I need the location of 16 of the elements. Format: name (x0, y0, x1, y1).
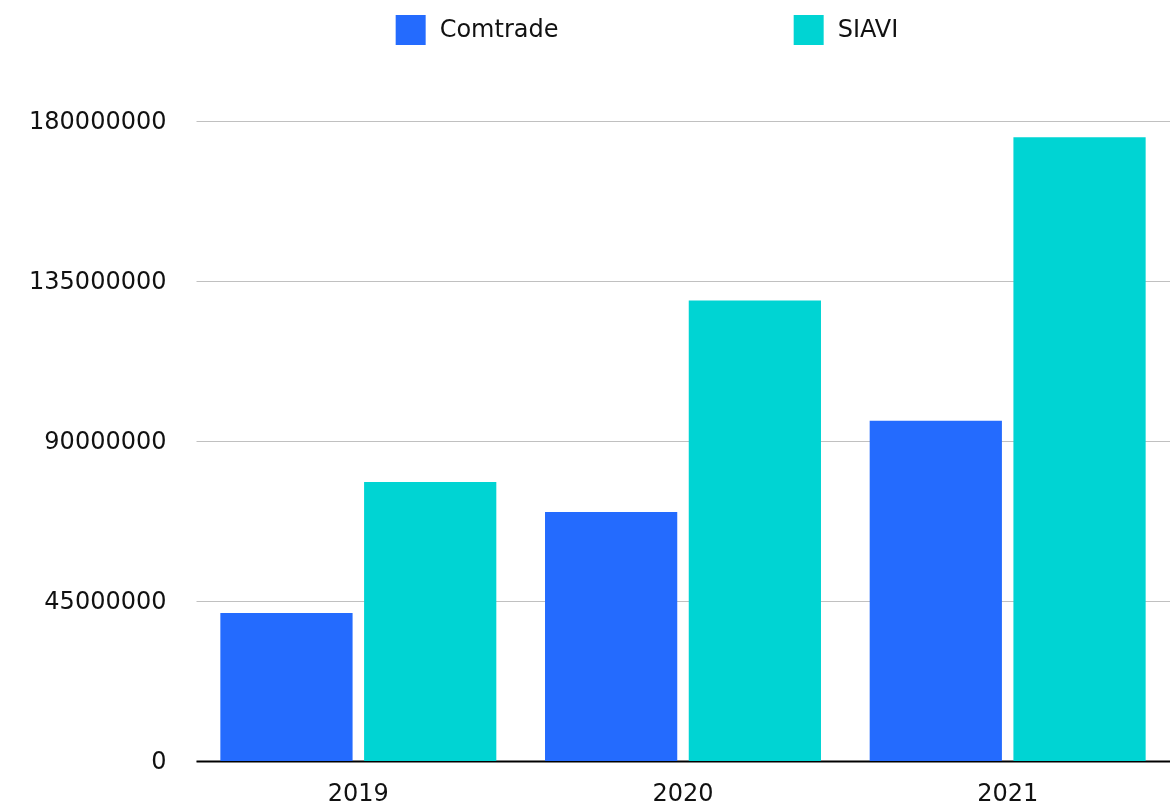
x-tick-label: 2020 (652, 778, 714, 806)
y-tick-label: 45000000 (44, 586, 167, 615)
x-tick-label: 2021 (977, 778, 1039, 806)
y-tick-label: 135000000 (29, 266, 167, 295)
bar (869, 420, 1002, 761)
bar (1013, 137, 1146, 761)
y-tick-label: 180000000 (29, 106, 167, 135)
bar (545, 512, 678, 761)
x-tick-label: 2019 (327, 778, 389, 806)
bar (364, 481, 497, 761)
legend-label: Comtrade (439, 15, 559, 43)
legend-label: SIAVI (837, 15, 899, 43)
y-tick-label: 90000000 (44, 426, 167, 455)
bar (688, 300, 821, 761)
bar (220, 613, 353, 761)
y-tick-label: 0 (151, 746, 167, 775)
